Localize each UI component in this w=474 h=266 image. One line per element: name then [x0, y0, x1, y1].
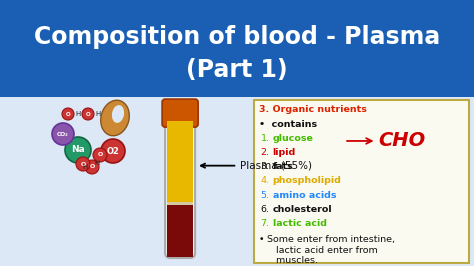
Text: (Part 1): (Part 1) — [186, 58, 288, 82]
Bar — [0, 0, 474, 97]
Text: cholesterol: cholesterol — [273, 205, 332, 214]
Text: 3. Organic nutrients: 3. Organic nutrients — [259, 105, 366, 114]
Text: O: O — [86, 111, 91, 117]
Text: O: O — [81, 161, 86, 167]
Text: lactic acid: lactic acid — [273, 219, 327, 228]
Bar — [167, 121, 193, 202]
Text: O: O — [97, 152, 103, 157]
Text: H: H — [82, 164, 88, 170]
Circle shape — [76, 157, 90, 171]
Circle shape — [62, 108, 74, 120]
Ellipse shape — [112, 105, 124, 123]
Bar — [167, 202, 193, 205]
Bar — [0, 97, 474, 266]
Text: CO₂: CO₂ — [57, 131, 69, 136]
Circle shape — [85, 160, 99, 174]
Text: 1.: 1. — [261, 134, 270, 143]
FancyBboxPatch shape — [165, 122, 195, 258]
Text: fats: fats — [273, 162, 293, 171]
Circle shape — [82, 108, 94, 120]
Text: lipid: lipid — [273, 148, 296, 157]
Text: phospholipid: phospholipid — [273, 176, 341, 185]
Text: •: • — [259, 235, 264, 244]
Text: H: H — [75, 111, 81, 117]
Bar — [254, 101, 469, 263]
Text: 5.: 5. — [261, 191, 270, 200]
Text: glucose: glucose — [273, 134, 313, 143]
Text: O: O — [66, 111, 70, 117]
Text: O2: O2 — [107, 147, 119, 156]
Text: •  contains: • contains — [259, 120, 317, 129]
Text: 3.: 3. — [261, 162, 270, 171]
FancyBboxPatch shape — [162, 99, 198, 127]
Circle shape — [93, 148, 107, 162]
Text: 4.: 4. — [261, 176, 270, 185]
Text: 6.: 6. — [261, 205, 270, 214]
Text: amino acids: amino acids — [273, 191, 336, 200]
Text: O: O — [90, 164, 95, 169]
Text: H: H — [95, 111, 100, 117]
Text: Some enter from intestine,
   lactic acid enter from
   muscles.: Some enter from intestine, lactic acid e… — [266, 235, 394, 265]
Circle shape — [52, 123, 74, 145]
Bar — [167, 205, 193, 257]
Text: CHO: CHO — [379, 131, 426, 151]
Circle shape — [65, 137, 91, 163]
Circle shape — [101, 139, 125, 163]
Text: Na: Na — [71, 146, 85, 155]
Text: Composition of blood - Plasma: Composition of blood - Plasma — [34, 25, 440, 49]
Text: 2.: 2. — [261, 148, 270, 157]
Text: 7.: 7. — [261, 219, 270, 228]
Text: H: H — [94, 160, 100, 166]
Text: Plasma (55%): Plasma (55%) — [201, 161, 312, 171]
Ellipse shape — [100, 100, 129, 136]
